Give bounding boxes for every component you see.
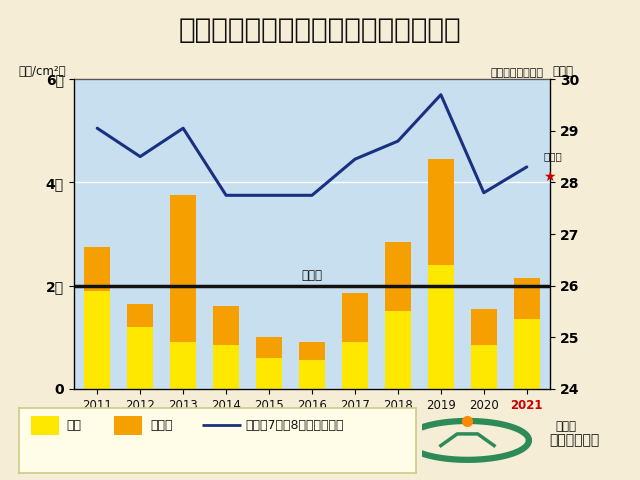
Text: ヒノキ: ヒノキ <box>150 419 173 432</box>
Text: スギ: スギ <box>67 419 82 432</box>
Bar <box>514 319 540 389</box>
Bar <box>514 278 540 319</box>
Bar <box>385 312 411 389</box>
Text: 大阪市の花粉飛散量（スギ＋ヒノキ）: 大阪市の花粉飛散量（スギ＋ヒノキ） <box>179 16 461 44</box>
Bar <box>170 342 196 389</box>
Bar <box>342 293 368 342</box>
Text: ★: ★ <box>543 169 556 183</box>
Bar <box>342 342 368 389</box>
Bar <box>385 242 411 312</box>
Bar <box>256 337 282 358</box>
FancyBboxPatch shape <box>115 416 142 435</box>
Bar <box>127 327 153 389</box>
Bar <box>213 345 239 389</box>
Bar <box>170 195 196 342</box>
Bar <box>84 291 110 389</box>
Bar <box>213 306 239 345</box>
Bar <box>428 265 454 389</box>
Bar <box>127 304 153 327</box>
FancyBboxPatch shape <box>31 416 59 435</box>
Text: 日本気象協会観測: 日本気象協会観測 <box>490 68 543 78</box>
Text: 予測値: 予測値 <box>543 151 562 161</box>
Text: 例年値: 例年値 <box>301 269 323 282</box>
Text: （年）: （年） <box>555 420 576 433</box>
Bar <box>428 159 454 265</box>
Bar <box>299 360 325 389</box>
Bar <box>256 358 282 389</box>
Bar <box>471 345 497 389</box>
Bar <box>84 247 110 291</box>
Text: 前年の7月～8月の平均気温: 前年の7月～8月の平均気温 <box>245 419 344 432</box>
Bar <box>471 309 497 345</box>
Text: （個/cm²）: （個/cm²） <box>19 65 67 78</box>
Text: （度）: （度） <box>553 65 574 78</box>
Bar <box>299 342 325 360</box>
Text: 日本気象協会: 日本気象協会 <box>549 433 600 447</box>
